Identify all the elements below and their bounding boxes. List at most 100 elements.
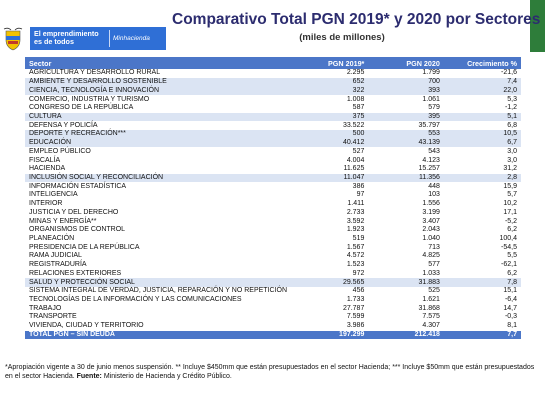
cell-v2019: 3.986 [346, 322, 365, 330]
footnotes: *Apropiación vigente a 30 de junio menos… [5, 363, 540, 381]
cell-growth: 5,3 [507, 95, 517, 103]
cell-v2019: 97 [356, 191, 365, 199]
table-row: FISCALÍA 4.004 4.123 3,0 [25, 156, 521, 165]
cell-sector: VIVIENDA, CIUDAD Y TERRITORIO [29, 322, 144, 330]
cell-v2020: 35.797 [418, 121, 440, 129]
cell-v2020: 4.825 [422, 252, 440, 260]
cell-v2019: 11.625 [343, 165, 365, 173]
table-row: PLANEACIÓN 519 1.040 100,4 [25, 235, 521, 244]
cell-growth: 100,4 [499, 235, 517, 243]
cell-sector: INTERIOR [29, 200, 63, 208]
total-row: TOTAL PGN – SIN DEUDA 197.299 212.418 7,7 [25, 330, 521, 340]
cell-v2020: 2.043 [422, 226, 440, 234]
cell-v2020: 11.356 [368, 173, 444, 183]
table-row: CULTURA 375 395 5,1 [25, 112, 521, 122]
source-text: Ministerio de Hacienda y Crédito Público… [101, 373, 232, 380]
table-row: ORGANISMOS DE CONTROL 1.923 2.043 6,2 [25, 226, 521, 235]
cell-v2019: 500 [291, 130, 369, 139]
page-title: Comparativo Total PGN 2019* y 2020 por S… [172, 11, 541, 28]
sector-table: Sector PGN 2019* PGN 2020 Crecimiento % … [25, 57, 521, 340]
cell-v2020: 543 [428, 147, 440, 155]
table-row: EDUCACIÓN 40.412 43.139 6,7 [25, 138, 521, 148]
cell-v2020: 1.799 [422, 69, 440, 77]
cell-v2019: 2.733 [346, 208, 365, 216]
cell-v2019: 4.572 [346, 252, 365, 260]
table-row: RAMA JUDICIAL 4.572 4.825 5,5 [25, 252, 521, 261]
table-row: MINAS Y ENERGÍA** 3.592 3.407 -5,2 [25, 217, 521, 226]
cell-growth: -62,1 [501, 261, 517, 269]
cell-sector: DEPORTE Y RECREACIÓN*** [25, 130, 292, 139]
table-row: AGRICULTURA Y DESARROLLO RURAL 2.295 1.799… [25, 69, 521, 78]
cell-v2019: 972 [352, 269, 365, 277]
cell-sector: EDUCACIÓN [25, 138, 292, 148]
cell-growth: 6,7 [443, 138, 521, 148]
cell-growth: 8,1 [507, 322, 517, 330]
cell-v2020: 31.883 [368, 278, 444, 287]
cell-growth: 17,1 [503, 208, 517, 216]
total-growth: 7,7 [443, 330, 521, 340]
cell-v2019: 33.522 [342, 121, 365, 129]
cell-sector: CULTURA [25, 112, 292, 122]
cell-v2019: 7.599 [346, 313, 365, 321]
cell-growth: 10,5 [443, 130, 521, 139]
cell-sector: PRESIDENCIA DE LA REPÚBLICA [29, 243, 140, 251]
green-corner-tab [530, 0, 545, 52]
header-growth: Crecimiento % [467, 58, 517, 68]
cell-v2020: 577 [428, 261, 440, 269]
cell-v2019: 1.008 [346, 95, 365, 103]
table-body: AGRICULTURA Y DESARROLLO RURAL 2.295 1.799… [25, 69, 521, 340]
table-row: INTERIOR 1.411 1.556 10,2 [25, 200, 521, 209]
cell-v2020: 448 [428, 182, 440, 190]
cell-v2019: 40.412 [291, 138, 369, 148]
cell-growth: -0,3 [504, 313, 517, 321]
cell-growth: 15,1 [503, 287, 517, 295]
cell-sector: RAMA JUDICIAL [29, 252, 82, 260]
ministry-label: Minhacienda [113, 35, 150, 42]
cell-sector: AGRICULTURA Y DESARROLLO RURAL [29, 69, 161, 77]
table-row: SISTEMA INTEGRAL DE VERDAD, JUSTICIA, RE… [25, 287, 521, 296]
cell-v2020: 15.257 [418, 165, 440, 173]
table-row: TRABAJO 27.787 31.868 14,7 [25, 304, 521, 313]
cell-growth: 15,9 [503, 182, 517, 190]
banner-line-1: El emprendimiento [34, 29, 99, 38]
cell-v2019: 386 [352, 182, 365, 190]
cell-growth: 5,7 [507, 191, 517, 199]
footnote-text: *Apropiación vigente a 30 de junio menos… [5, 364, 535, 380]
table-row: INFORMACIÓN ESTADÍSTICA 386 448 15,9 [25, 182, 521, 191]
cell-sector: FISCALÍA [29, 156, 61, 164]
cell-growth: -6,4 [504, 296, 517, 304]
cell-v2019: 456 [352, 287, 365, 295]
cell-v2020: 1.556 [422, 200, 440, 208]
cell-growth: 3,0 [507, 147, 517, 155]
table-row: VIVIENDA, CIUDAD Y TERRITORIO 3.986 4.307 8… [25, 322, 521, 331]
cell-v2020: 3.199 [422, 208, 440, 216]
header-sector: Sector [29, 58, 52, 68]
cell-v2019: 3.592 [346, 217, 365, 225]
cell-growth: 6,2 [507, 226, 517, 234]
cell-v2020: 700 [368, 77, 444, 87]
cell-v2020: 1.061 [422, 95, 440, 103]
cell-v2020: 525 [428, 287, 440, 295]
table-row: PRESIDENCIA DE LA REPÚBLICA 1.567 713 -54,5 [25, 243, 521, 252]
table-row: JUSTICIA Y DEL DERECHO 2.733 3.199 17,1 [25, 209, 521, 218]
cell-growth: 7,8 [443, 278, 521, 287]
brand-banner: El emprendimiento es de todos Minhaciend… [30, 27, 166, 50]
cell-v2019: 519 [352, 235, 365, 243]
cell-sector: MINAS Y ENERGÍA** [29, 217, 97, 225]
cell-v2020: 1.040 [422, 235, 440, 243]
cell-v2020: 713 [428, 243, 440, 251]
cell-v2020: 7.575 [422, 313, 440, 321]
table-row: REGISTRADURÍA 1.523 577 -62,1 [25, 261, 521, 270]
cell-growth: -5,2 [504, 217, 517, 225]
cell-growth: 14,7 [503, 304, 517, 312]
cell-sector: TECNOLOGÍAS DE LA INFORMACIÓN Y LAS COMU… [29, 296, 242, 304]
table-row: DEFENSA Y POLICÍA 33.522 35.797 6,8 [25, 121, 521, 130]
cell-sector: SISTEMA INTEGRAL DE VERDAD, JUSTICIA, RE… [29, 287, 288, 295]
cell-growth: -21,6 [501, 69, 517, 77]
cell-sector: TRANSPORTE [29, 313, 77, 321]
cell-sector: SALUD Y PROTECCIÓN SOCIAL [25, 278, 292, 287]
cell-v2019: 322 [291, 86, 369, 96]
cell-v2019: 29.565 [291, 278, 369, 287]
cell-growth: 10,2 [503, 200, 517, 208]
cell-sector: COMERCIO, INDUSTRIA Y TURISMO [29, 95, 150, 103]
